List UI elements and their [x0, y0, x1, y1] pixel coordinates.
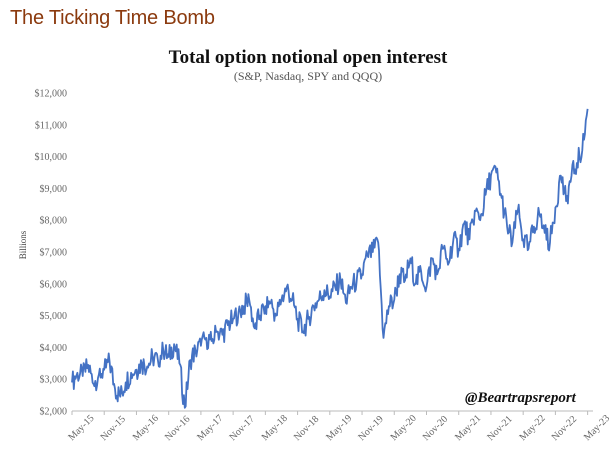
series-group: [71, 108, 589, 409]
x-tick-label: Nov-17: [227, 414, 256, 443]
y-tick-label: $12,000: [35, 89, 68, 100]
y-ticks: $2,000 $3,000 $4,000 $5,000 $6,000 $7,000 $8,0…: [35, 89, 68, 418]
x-tick-label: May-21: [453, 413, 483, 443]
x-tick-label: May-22: [518, 413, 548, 443]
watermark: @Beartrapsreport: [465, 390, 576, 406]
x-tick-label: May-19: [324, 413, 354, 443]
series-line: [71, 108, 589, 409]
x-ticks: May-15 Nov-15 May-16 Nov-16 May-17 Nov-17 May-…: [66, 411, 612, 443]
y-tick-label: $6,000: [40, 279, 68, 290]
x-tick-label: Nov-18: [292, 414, 321, 443]
x-tick-label: May-20: [389, 413, 419, 443]
x-tick-label: Nov-22: [550, 414, 579, 443]
x-tick-label: May-23: [582, 413, 612, 443]
x-tick-label: May-17: [195, 413, 225, 443]
y-tick-label: $9,000: [40, 184, 68, 195]
y-tick-label: $8,000: [40, 216, 68, 227]
x-tick-label: May-18: [260, 413, 290, 443]
x-tick-label: Nov-15: [99, 414, 128, 443]
y-tick-label: $5,000: [40, 311, 68, 322]
banner-title: The Ticking Time Bomb: [10, 7, 215, 29]
y-tick-label: $4,000: [40, 343, 68, 354]
y-tick-label: $3,000: [40, 375, 68, 386]
chart-subtitle: (S&P, Nasdaq, SPY and QQQ): [233, 69, 383, 83]
chart-title: Total option notional open interest: [168, 47, 448, 68]
x-tick-label: Nov-16: [163, 414, 192, 443]
x-tick-label: Nov-20: [421, 414, 450, 443]
y-tick-label: $10,000: [35, 152, 68, 163]
y-tick-label: $2,000: [40, 407, 68, 418]
y-tick-label: $11,000: [35, 120, 67, 131]
x-tick-label: May-15: [66, 413, 96, 443]
x-tick-label: Nov-19: [356, 414, 385, 443]
y-tick-label: $7,000: [40, 248, 68, 259]
x-tick-label: Nov-21: [485, 414, 514, 443]
x-tick-label: May-16: [131, 413, 161, 443]
